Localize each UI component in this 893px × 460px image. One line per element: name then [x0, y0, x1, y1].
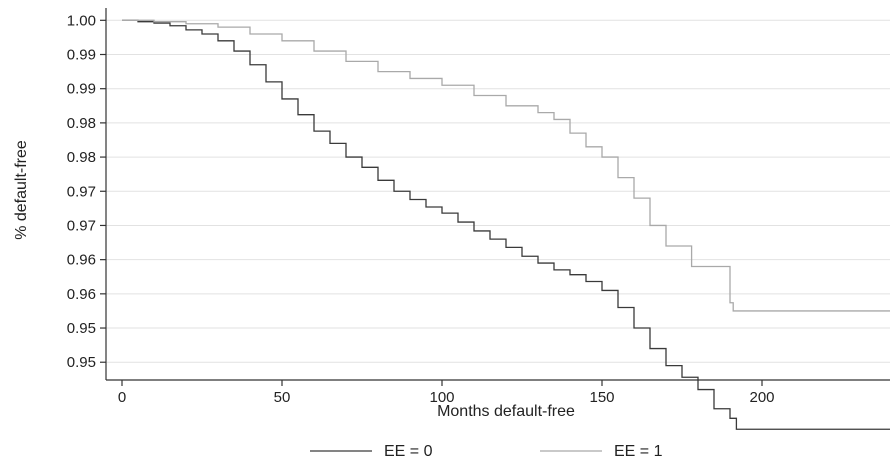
legend: EE = 0 EE = 1 — [310, 443, 663, 460]
y-tick-label: 0.98 — [67, 115, 96, 132]
y-tick-label: 0.97 — [67, 217, 96, 234]
series-line-ee-0 — [122, 19, 890, 430]
series-layer — [122, 19, 890, 430]
x-tick-label: 0 — [118, 389, 126, 406]
y-tick-label: 0.99 — [67, 47, 96, 64]
x-ticks: 0 50 100 150 200 — [118, 380, 775, 406]
y-tick-label: 0.96 — [67, 286, 96, 303]
x-tick-label: 50 — [274, 389, 291, 406]
x-axis-title: Months default-free — [437, 403, 575, 420]
grid — [106, 19, 890, 363]
y-ticks: 0.95 0.95 0.96 0.96 0.97 0.97 0.98 0.98 0.99 0.99… — [67, 12, 106, 371]
y-tick-label: 0.97 — [67, 183, 96, 200]
x-tick-label: 100 — [429, 389, 454, 406]
legend-label-ee-1: EE = 1 — [614, 443, 663, 460]
y-axis-title: % default-free — [13, 140, 30, 240]
y-tick-label: 0.98 — [67, 149, 96, 166]
legend-label-ee-0: EE = 0 — [384, 443, 433, 460]
y-tick-label: 0.99 — [67, 81, 96, 98]
series-line-ee-1 — [122, 19, 890, 312]
x-tick-label: 150 — [589, 389, 614, 406]
y-tick-label: 0.95 — [67, 320, 96, 337]
axes — [105, 8, 890, 381]
y-tick-label: 0.95 — [67, 354, 96, 371]
y-tick-label: 1.00 — [67, 12, 96, 29]
y-tick-label: 0.96 — [67, 252, 96, 269]
x-tick-label: 200 — [749, 389, 774, 406]
